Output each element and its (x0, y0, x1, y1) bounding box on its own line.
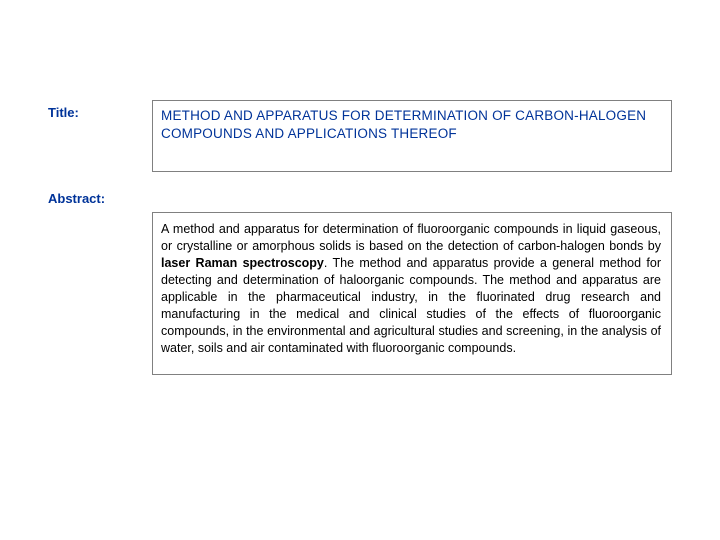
title-label: Title: (48, 105, 79, 120)
abstract-content-col: A method and apparatus for determination… (152, 208, 672, 375)
title-row: Title: METHOD AND APPARATUS FOR DETERMIN… (48, 100, 672, 172)
abstract-label-row: Abstract: (48, 186, 672, 208)
abstract-row: A method and apparatus for determination… (48, 208, 672, 375)
title-box: METHOD AND APPARATUS FOR DETERMINATION O… (152, 100, 672, 172)
abstract-spacer (152, 186, 672, 208)
title-label-col: Title: (48, 100, 152, 172)
abstract-box: A method and apparatus for determination… (152, 212, 672, 375)
title-content-col: METHOD AND APPARATUS FOR DETERMINATION O… (152, 100, 672, 172)
abstract-empty-col (48, 208, 152, 375)
abstract-label-col: Abstract: (48, 186, 152, 208)
abstract-label: Abstract: (48, 191, 105, 206)
abstract-text-bold: laser Raman spectroscopy (161, 256, 324, 270)
abstract-text-pre: A method and apparatus for determination… (161, 222, 661, 253)
abstract-text-post: . The method and apparatus provide a gen… (161, 256, 661, 354)
